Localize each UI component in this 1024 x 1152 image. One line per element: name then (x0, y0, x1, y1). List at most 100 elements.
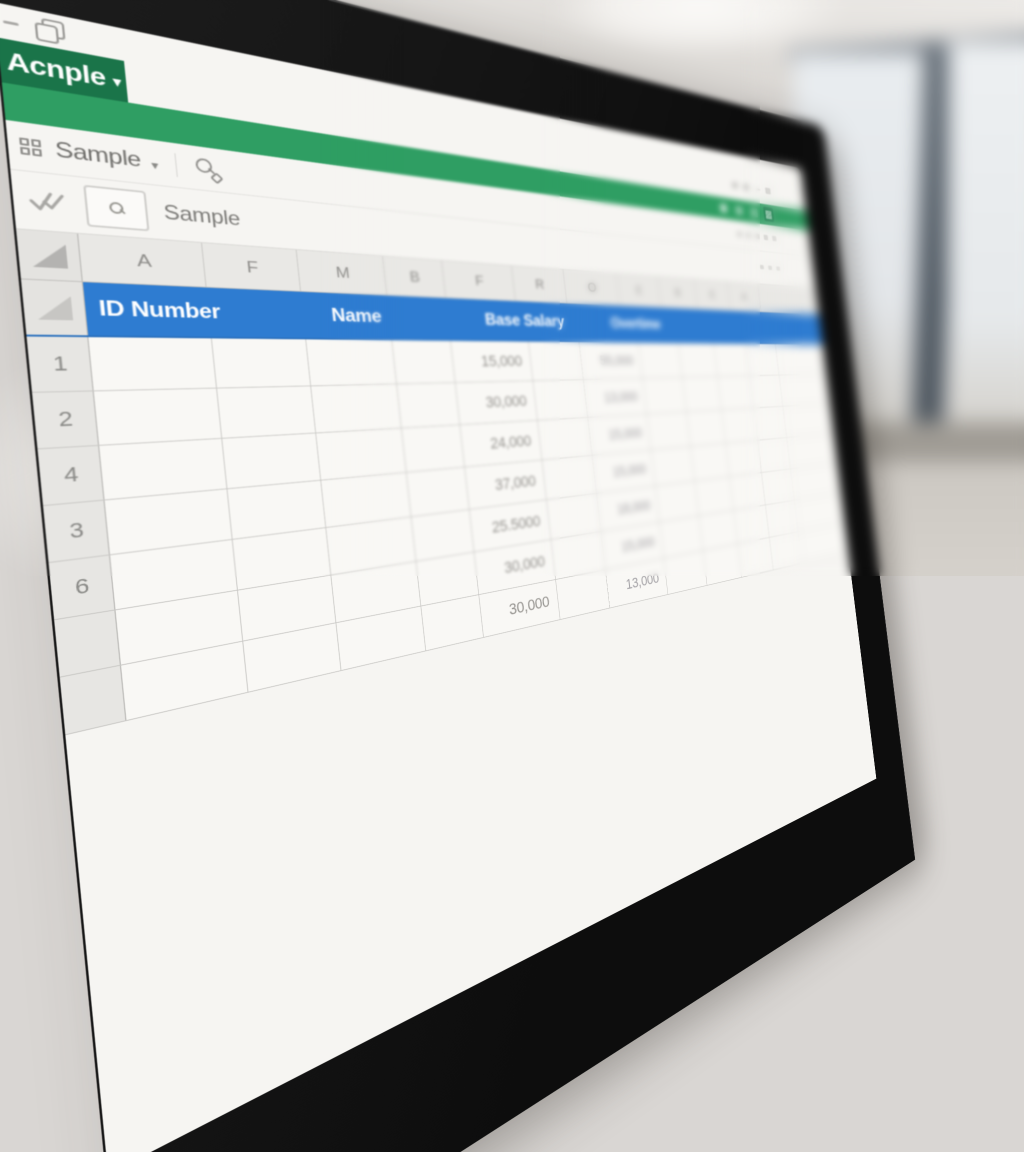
cell-base-salary[interactable]: 24,000 (460, 420, 543, 467)
row-header[interactable] (21, 279, 89, 336)
cell[interactable] (533, 379, 588, 420)
cell[interactable] (406, 467, 470, 517)
header-cell[interactable] (217, 288, 324, 338)
cell[interactable] (396, 382, 461, 428)
column-header[interactable]: B (657, 276, 698, 309)
toolbar-control-icon[interactable] (746, 232, 751, 239)
column-header[interactable]: E (616, 273, 662, 308)
cell[interactable] (769, 531, 803, 570)
cell-overtime[interactable]: 15,000 (588, 414, 652, 456)
cell[interactable] (765, 500, 799, 538)
cell[interactable] (757, 437, 791, 473)
sheets-grid-icon[interactable] (19, 137, 43, 157)
column-header[interactable]: B (382, 256, 446, 298)
header-cell[interactable]: Base Salary (484, 310, 566, 331)
cell[interactable] (222, 433, 322, 489)
cell[interactable] (663, 550, 708, 595)
cell-overtime[interactable]: 55,000 (579, 342, 643, 380)
cell[interactable] (306, 339, 397, 386)
cell[interactable] (311, 384, 402, 433)
cell[interactable] (713, 343, 750, 377)
cell[interactable] (392, 340, 456, 384)
row-view-icon[interactable]: ▤ (734, 203, 744, 217)
copy-icon[interactable] (34, 16, 66, 45)
row-header[interactable]: 2 (32, 391, 100, 449)
grid-view-icon[interactable]: ▦ (762, 206, 775, 223)
formula-control-icon[interactable] (768, 265, 773, 271)
toolbar-control-icon[interactable] (737, 231, 743, 238)
cell[interactable] (717, 376, 754, 410)
cell[interactable] (655, 481, 699, 522)
header-cell[interactable]: ID Number (97, 296, 222, 324)
window-control-icon[interactable] (743, 183, 750, 191)
cell[interactable] (690, 443, 730, 481)
cell[interactable] (686, 410, 726, 447)
toolbar-control-icon[interactable] (772, 235, 777, 242)
header-cell[interactable] (739, 311, 777, 343)
cell[interactable] (682, 376, 722, 412)
header-cell[interactable] (658, 308, 705, 343)
cell[interactable] (555, 569, 611, 620)
formula-input[interactable]: Sample (162, 200, 242, 231)
cell[interactable] (703, 543, 742, 586)
confirm-check-icon[interactable] (26, 188, 70, 216)
column-header[interactable]: F (201, 242, 301, 292)
toolbar-control-icon[interactable] (754, 233, 760, 240)
cell[interactable] (528, 341, 584, 381)
window-control-icon[interactable] (754, 188, 760, 191)
cell[interactable] (401, 425, 465, 472)
header-cell[interactable] (548, 303, 607, 341)
row-header[interactable] (59, 665, 127, 735)
cell[interactable] (761, 469, 795, 505)
header-cell[interactable] (411, 297, 479, 340)
name-box[interactable] (83, 184, 150, 232)
select-all-corner[interactable] (16, 229, 83, 282)
cell[interactable] (746, 343, 780, 376)
cell[interactable] (642, 377, 687, 414)
sheet-selector-label[interactable]: Sample (53, 137, 142, 172)
formula-control-icon[interactable] (776, 266, 781, 271)
column-header[interactable]: F (441, 260, 516, 301)
chevron-down-icon[interactable]: ▾ (150, 157, 159, 172)
cell[interactable] (721, 408, 758, 443)
cell[interactable] (651, 446, 695, 486)
table-view-icon[interactable]: ▦ (719, 201, 729, 215)
cell[interactable] (725, 440, 762, 477)
cell[interactable] (217, 386, 317, 438)
cell[interactable] (737, 537, 774, 577)
column-header[interactable]: E (694, 279, 731, 311)
cell-base-salary[interactable]: 15,000 (450, 340, 534, 383)
header-cell[interactable] (773, 313, 808, 344)
formula-control-icon[interactable] (759, 264, 765, 270)
column-header[interactable]: O (563, 269, 621, 306)
header-cell[interactable] (701, 309, 743, 342)
window-control-icon[interactable] (765, 187, 771, 195)
cell-overtime[interactable]: 13,000 (583, 378, 647, 418)
cell[interactable] (93, 388, 223, 445)
cell[interactable] (646, 412, 691, 450)
cell[interactable] (678, 343, 718, 378)
row-header[interactable]: 4 (37, 445, 105, 506)
row-header[interactable]: 6 (48, 555, 116, 620)
header-cell[interactable]: Name (330, 304, 383, 327)
toolbar-control-icon[interactable] (763, 234, 769, 241)
window-control-icon[interactable] (731, 181, 739, 189)
row-header[interactable]: 3 (43, 500, 110, 563)
cell[interactable] (753, 406, 787, 440)
column-header[interactable]: R (511, 265, 568, 303)
cell[interactable] (749, 375, 784, 408)
cell[interactable] (88, 337, 217, 391)
cell[interactable] (537, 417, 593, 460)
header-cell[interactable]: Overtime (609, 314, 662, 333)
cell[interactable] (694, 476, 734, 516)
search-key-icon[interactable] (193, 156, 224, 185)
cell[interactable] (729, 472, 766, 510)
cell[interactable] (316, 428, 407, 480)
column-header[interactable]: A (727, 281, 761, 312)
column-header[interactable]: M (296, 249, 388, 295)
cell-base-salary[interactable]: 30,000 (455, 381, 538, 425)
row-header[interactable]: 1 (26, 336, 94, 392)
cell[interactable] (211, 338, 312, 388)
column-header[interactable] (757, 283, 823, 315)
cell[interactable] (542, 455, 597, 500)
